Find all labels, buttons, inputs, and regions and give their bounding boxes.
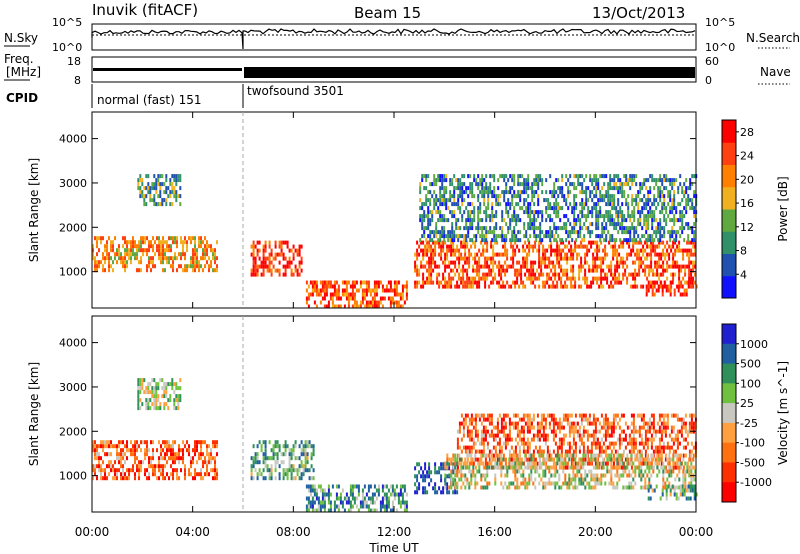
freq-trace-normal: [93, 68, 242, 71]
power-cb-tick-label-0: 4: [740, 268, 747, 281]
cpid-mode-twofsound: twofsound 3501: [247, 84, 344, 98]
power-panel: 1000 2000 3000 4000 Slant Range [km] 4 8 12 16 20…: [27, 111, 790, 309]
cpid-mode-normal: normal (fast) 151: [97, 93, 201, 107]
nsearch-label: N.Search: [746, 31, 800, 45]
nsky-tick-bottom: 10^0: [52, 41, 82, 54]
velocity-region-0: [92, 440, 218, 481]
velocity-region-2: [250, 440, 315, 481]
power-colorbar-swatch-1: [722, 253, 736, 277]
velocity-region-3: [305, 484, 408, 513]
power-region-1: [137, 174, 182, 207]
station-title: Inuvik (fitACF): [92, 1, 198, 19]
power-cb-tick-label-6: 28: [740, 126, 754, 139]
power-ytick-label-3: 4000: [59, 133, 87, 146]
velocity-colorbar-frame: [721, 323, 737, 503]
x-tick-label-3: 12:00: [377, 525, 412, 539]
velocity-colorbar-swatch-7: [722, 462, 736, 483]
power-colorbar-frame: [721, 119, 737, 299]
power-colorbar-swatch-0: [722, 275, 736, 299]
x-axis-label: Time UT: [368, 541, 419, 554]
freq-tick-bottom: 8: [74, 74, 81, 87]
power-colorbar-swatch-7: [722, 120, 736, 143]
x-tick-label-1: 04:00: [175, 525, 210, 539]
nsky-tick-top: 10^5: [52, 16, 82, 29]
nave-tick-bottom: 0: [705, 74, 712, 87]
nsky-panel: N.Sky 10^5 10^0 10^5 10^0 N.Search: [4, 16, 800, 54]
velocity-cb-tick-label-7: -1000: [740, 476, 772, 489]
freq-label: Freq.: [4, 52, 34, 66]
power-region-0: [92, 236, 218, 273]
velocity-colorbar-swatch-4: [722, 403, 736, 424]
freq-frame: [91, 56, 697, 83]
freq-unit-label: [MHz]: [6, 65, 41, 79]
velocity-cb-tick-label-4: -25: [740, 417, 758, 430]
velocity-ytick-label-0: 1000: [59, 470, 87, 483]
velocity-colorbar-swatch-1: [722, 343, 736, 365]
power-region-3: [305, 280, 408, 309]
velocity-ytick-label-3: 4000: [59, 337, 87, 350]
freq-tick-top: 18: [67, 55, 81, 68]
power-colorbar-swatch-6: [722, 142, 736, 165]
velocity-colorbar: 1000 500 100 25 -25 -100 -500 -1000 Velocity [m …: [721, 323, 790, 503]
velocity-cb-tick-label-3: 25: [740, 397, 754, 410]
velocity-region-7: [645, 484, 698, 501]
velocity-cb-tick-label-1: 500: [740, 358, 761, 371]
power-cb-tick-label-1: 8: [740, 245, 747, 258]
velocity-cb-tick-label-2: 100: [740, 377, 761, 390]
power-ytick-label-1: 2000: [59, 221, 87, 234]
velocity-region-1: [137, 378, 182, 411]
nave-trace-twofsound: [244, 67, 695, 78]
date-title: 13/Oct/2013: [592, 4, 685, 22]
nsky-trace: [91, 28, 696, 50]
freq-panel: Freq. [MHz] 18 8 60 0 Nave: [4, 52, 791, 87]
velocity-colorbar-swatch-2: [722, 363, 736, 384]
power-ytick-label-2: 3000: [59, 177, 87, 190]
velocity-ytick-label-1: 2000: [59, 425, 87, 438]
power-ytick-label-0: 1000: [59, 266, 87, 279]
nsky-frame: [91, 23, 697, 51]
power-colorbar-swatch-3: [722, 209, 736, 232]
x-axis: 00:00 04:00 08:00 12:00 16:00 20:00 00:00: [75, 525, 714, 539]
nave-label: Nave: [760, 65, 791, 79]
x-tick-label-2: 08:00: [276, 525, 311, 539]
power-colorbar-swatch-4: [722, 186, 736, 210]
power-region-5: [419, 174, 698, 243]
nave-tick-top: 60: [705, 55, 719, 68]
velocity-colorbar-swatch-6: [722, 442, 736, 463]
velocity-colorbar-swatch-3: [722, 383, 736, 404]
power-cb-tick-label-5: 24: [740, 150, 754, 163]
power-colorbar: 4 8 12 16 20 24 28 Power [dB]: [721, 119, 790, 299]
power-colorbar-swatch-2: [722, 231, 736, 254]
x-tick-label-4: 16:00: [477, 525, 512, 539]
power-region-2: [250, 240, 303, 277]
velocity-cb-tick-label-5: -100: [740, 437, 765, 450]
nsearch-tick-bottom: 10^0: [705, 41, 735, 54]
power-cb-tick-label-3: 16: [740, 197, 754, 210]
velocity-colorbar-swatch-0: [722, 324, 736, 345]
nsearch-tick-top: 10^5: [705, 16, 735, 29]
cpid-panel: CPID normal (fast) 151 twofsound 3501: [6, 84, 344, 108]
power-cb-tick-label-2: 12: [740, 221, 754, 234]
velocity-colorbar-label: Velocity [m s^-1]: [776, 361, 790, 465]
velocity-region-6: [444, 453, 697, 490]
velocity-ytick-label-2: 3000: [59, 381, 87, 394]
velocity-cb-tick-label-0: 1000: [740, 338, 768, 351]
velocity-colorbar-swatch-5: [722, 422, 736, 444]
power-colorbar-label: Power [dB]: [776, 176, 790, 241]
x-tick-label-6: 00:00: [679, 525, 714, 539]
beam-title: Beam 15: [354, 4, 421, 22]
velocity-colorbar-swatch-8: [722, 482, 736, 503]
power-colorbar-swatch-5: [722, 164, 736, 188]
velocity-ylabel: Slant Range [km]: [27, 362, 41, 466]
power-region-6: [645, 280, 698, 297]
power-ylabel: Slant Range [km]: [27, 158, 41, 262]
power-cb-tick-label-4: 20: [740, 173, 754, 186]
x-tick-label-0: 00:00: [75, 525, 110, 539]
x-tick-label-5: 20:00: [578, 525, 613, 539]
nsky-label: N.Sky: [4, 31, 38, 45]
cpid-label: CPID: [6, 91, 38, 105]
velocity-cb-tick-label-6: -500: [740, 456, 765, 469]
